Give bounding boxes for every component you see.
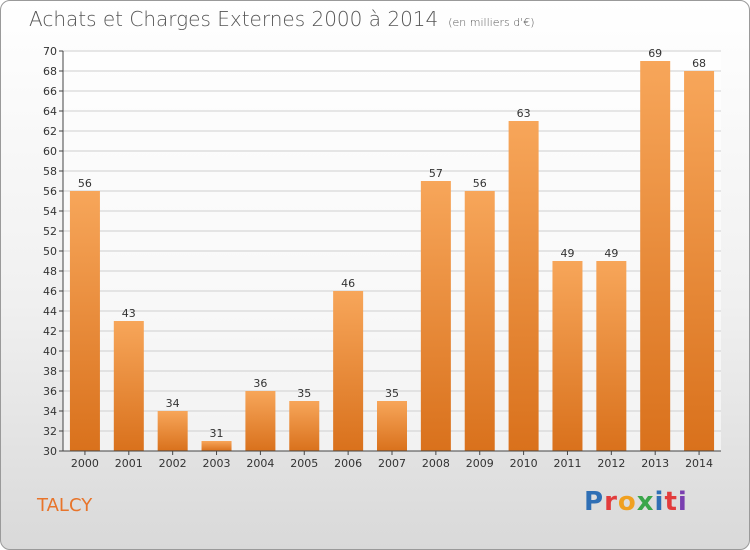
x-tick-label: 2000 bbox=[71, 457, 99, 470]
y-tick-label: 32 bbox=[43, 425, 57, 438]
x-tick-label: 2005 bbox=[290, 457, 318, 470]
y-tick-label: 64 bbox=[43, 105, 57, 118]
y-tick-label: 62 bbox=[43, 125, 57, 138]
y-tick-label: 70 bbox=[43, 45, 57, 58]
chart-title: Achats et Charges Externes 2000 à 2014 (e… bbox=[29, 7, 535, 31]
bar-value-label: 56 bbox=[473, 177, 487, 190]
y-tick-label: 38 bbox=[43, 365, 57, 378]
logo-letter: o bbox=[617, 487, 637, 517]
y-tick-label: 40 bbox=[43, 345, 57, 358]
y-tick-label: 58 bbox=[43, 165, 57, 178]
y-tick-label: 52 bbox=[43, 225, 57, 238]
bar-value-label: 35 bbox=[297, 387, 311, 400]
x-tick-label: 2011 bbox=[553, 457, 581, 470]
logo-letter: x bbox=[636, 487, 655, 517]
x-tick-label: 2008 bbox=[422, 457, 450, 470]
x-tick-label: 2006 bbox=[334, 457, 362, 470]
x-tick-label: 2010 bbox=[510, 457, 538, 470]
bar-value-label: 57 bbox=[429, 167, 443, 180]
bar bbox=[333, 291, 364, 451]
bar bbox=[201, 441, 232, 451]
x-tick-label: 2001 bbox=[115, 457, 143, 470]
bar-value-label: 63 bbox=[517, 107, 531, 120]
y-tick-label: 66 bbox=[43, 85, 57, 98]
logo-letter: i bbox=[654, 487, 665, 517]
bar bbox=[420, 181, 451, 451]
bar bbox=[508, 121, 539, 451]
bar-value-label: 43 bbox=[122, 307, 136, 320]
y-tick-label: 44 bbox=[43, 305, 57, 318]
bar bbox=[69, 191, 100, 451]
bar bbox=[289, 401, 320, 451]
place-name: TALCY bbox=[37, 495, 93, 516]
y-tick-label: 50 bbox=[43, 245, 57, 258]
y-tick-label: 46 bbox=[43, 285, 57, 298]
x-tick-label: 2004 bbox=[246, 457, 274, 470]
y-tick-label: 36 bbox=[43, 385, 57, 398]
y-tick-label: 68 bbox=[43, 65, 57, 78]
logo-letter: t bbox=[664, 487, 678, 517]
x-tick-label: 2013 bbox=[641, 457, 669, 470]
bar bbox=[464, 191, 495, 451]
bar-value-label: 34 bbox=[166, 397, 180, 410]
bar-value-label: 56 bbox=[78, 177, 92, 190]
bar-value-label: 46 bbox=[341, 277, 355, 290]
bar-value-label: 49 bbox=[560, 247, 574, 260]
y-tick-label: 48 bbox=[43, 265, 57, 278]
bar bbox=[113, 321, 144, 451]
bar-value-label: 31 bbox=[210, 427, 224, 440]
bar-value-label: 36 bbox=[253, 377, 267, 390]
logo-letter: i bbox=[677, 487, 688, 517]
y-tick-label: 54 bbox=[43, 205, 57, 218]
y-tick-label: 42 bbox=[43, 325, 57, 338]
bar bbox=[157, 411, 188, 451]
bar bbox=[596, 261, 627, 451]
chart-title-text: Achats et Charges Externes 2000 à 2014 bbox=[29, 7, 439, 31]
y-tick-label: 34 bbox=[43, 405, 57, 418]
y-tick-label: 30 bbox=[43, 445, 57, 458]
logo-letter: r bbox=[604, 487, 618, 517]
bar bbox=[552, 261, 583, 451]
bar-value-label: 35 bbox=[385, 387, 399, 400]
bar-value-label: 68 bbox=[692, 57, 706, 70]
bar bbox=[684, 71, 715, 451]
x-tick-label: 2003 bbox=[203, 457, 231, 470]
bar bbox=[245, 391, 276, 451]
bar-value-label: 49 bbox=[604, 247, 618, 260]
x-tick-label: 2012 bbox=[597, 457, 625, 470]
x-tick-label: 2002 bbox=[159, 457, 187, 470]
proxiti-logo: Proxiti bbox=[584, 487, 688, 517]
x-tick-label: 2007 bbox=[378, 457, 406, 470]
logo-letter: P bbox=[584, 487, 605, 517]
bar bbox=[640, 61, 671, 451]
y-tick-label: 60 bbox=[43, 145, 57, 158]
bar-value-label: 69 bbox=[648, 47, 662, 60]
y-tick-label: 56 bbox=[43, 185, 57, 198]
x-tick-label: 2009 bbox=[466, 457, 494, 470]
bar bbox=[377, 401, 407, 451]
chart-subtitle: (en milliers d'€) bbox=[448, 16, 535, 29]
x-tick-label: 2014 bbox=[685, 457, 713, 470]
